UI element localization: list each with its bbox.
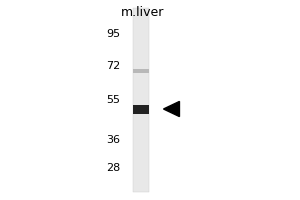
Bar	[133, 69, 149, 73]
Text: 28: 28	[106, 163, 120, 173]
Polygon shape	[164, 101, 179, 117]
Text: 55: 55	[106, 95, 120, 105]
Text: 72: 72	[106, 61, 120, 71]
Text: 95: 95	[106, 29, 120, 39]
Text: m.liver: m.liver	[121, 6, 164, 19]
Bar	[133, 8, 149, 192]
Bar	[133, 104, 149, 114]
Text: 36: 36	[106, 135, 120, 145]
